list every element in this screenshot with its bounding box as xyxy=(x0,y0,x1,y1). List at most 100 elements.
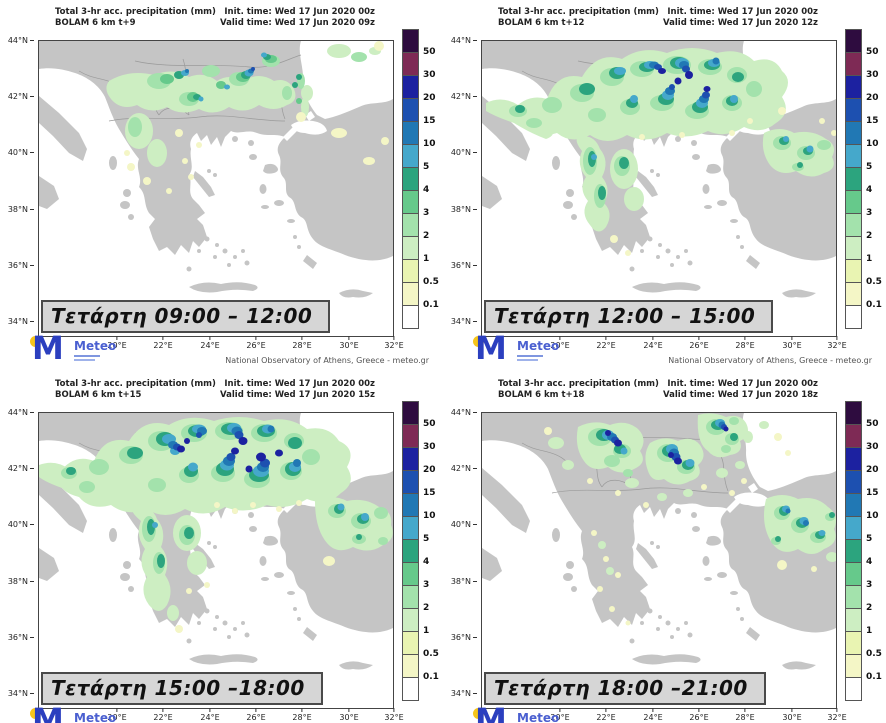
axis-tick-label: 24°E xyxy=(643,708,662,722)
map-canvas: Τετάρτη 15:00 –18:00 xyxy=(38,412,394,709)
colorbar-value-label: 0.5 xyxy=(423,277,439,287)
colorbar-value-label: 0.1 xyxy=(423,672,439,682)
model-run: BOLAM 6 km t+12 xyxy=(498,18,585,29)
axis-tick-label: 36°N xyxy=(451,633,477,642)
colorbar-block xyxy=(845,516,862,540)
colorbar-block xyxy=(845,562,862,586)
logo-sun-icon xyxy=(473,336,484,347)
precip-colorbar: 50 30 20 15 10 5 4 3 2 1 0.5 0.1 xyxy=(845,401,886,701)
meteo-logo: M Meteo xyxy=(471,329,581,374)
time-range-label: Τετάρτη 18:00 –21:00 xyxy=(484,672,766,705)
colorbar-value-label: 4 xyxy=(866,185,873,195)
colorbar-block xyxy=(402,470,419,494)
product-title: Total 3-hr acc. precipitation (mm) xyxy=(498,7,659,17)
latitude-axis: 44°N 42°N 40°N 38°N 36°N 34°N xyxy=(0,408,34,698)
axis-tick-label: 22°E xyxy=(153,708,172,722)
colorbar-value-label: 15 xyxy=(866,488,879,498)
colorbar-block xyxy=(845,677,862,701)
colorbar-value-label: 50 xyxy=(866,419,879,429)
colorbar-block xyxy=(845,608,862,632)
colorbar-block xyxy=(845,236,862,260)
model-run: BOLAM 6 km t+15 xyxy=(55,390,142,401)
colorbar-value-label: 15 xyxy=(423,488,436,498)
model-run: BOLAM 6 km t+18 xyxy=(498,390,585,401)
colorbar-value-label: 1 xyxy=(866,254,873,264)
colorbar-value-label: 4 xyxy=(423,185,430,195)
colorbar-value-label: 10 xyxy=(866,511,879,521)
colorbar-block xyxy=(402,98,419,122)
colorbar-block xyxy=(402,190,419,214)
axis-tick-label: 38°N xyxy=(8,205,34,214)
colorbar-value-label: 3 xyxy=(423,580,430,590)
colorbar-block xyxy=(845,259,862,283)
colorbar-block xyxy=(402,493,419,517)
axis-tick-label: 20°E xyxy=(107,708,126,722)
logo-m-glyph: M xyxy=(32,701,64,723)
axis-tick-label: 36°N xyxy=(8,261,34,270)
forecast-panel-t9: Total 3-hr acc. precipitation (mm) BOLAM… xyxy=(0,0,443,375)
axis-tick-label: 40°N xyxy=(451,520,477,529)
colorbar-block xyxy=(402,608,419,632)
precip-colorbar: 50 30 20 15 10 5 4 3 2 1 0.5 0.1 xyxy=(402,29,443,329)
valid-time: Valid time: Wed 17 Jun 2020 15z xyxy=(220,390,375,401)
colorbar-block xyxy=(845,282,862,306)
map-canvas: Τετάρτη 18:00 –21:00 xyxy=(481,412,837,709)
axis-tick-label: 32°E xyxy=(827,336,846,350)
colorbar-block xyxy=(402,677,419,701)
colorbar-block xyxy=(845,493,862,517)
axis-tick-label: 36°N xyxy=(451,261,477,270)
colorbar-value-label: 0.1 xyxy=(866,672,882,682)
colorbar-value-label: 30 xyxy=(423,442,436,452)
axis-tick-label: 24°E xyxy=(200,336,219,350)
axis-tick-label: 20°E xyxy=(550,708,569,722)
precip-field-t18 xyxy=(544,413,836,626)
axis-tick-label: 30°E xyxy=(782,336,801,350)
colorbar-value-label: 10 xyxy=(423,511,436,521)
logo-brand: Meteo xyxy=(517,711,560,723)
colorbar-value-label: 15 xyxy=(423,116,436,126)
colorbar-block xyxy=(402,631,419,655)
logo-sun-icon xyxy=(30,708,41,719)
axis-tick-label: 24°E xyxy=(200,708,219,722)
colorbar-block xyxy=(402,144,419,168)
colorbar-value-label: 0.5 xyxy=(866,649,882,659)
axis-tick-label: 42°N xyxy=(451,464,477,473)
axis-tick-label: 34°N xyxy=(8,689,34,698)
axis-tick-label: 28°E xyxy=(735,708,754,722)
axis-tick-label: 22°E xyxy=(596,708,615,722)
colorbar-value-label: 1 xyxy=(423,254,430,264)
valid-time: Valid time: Wed 17 Jun 2020 09z xyxy=(220,18,375,29)
logo-brand: Meteo xyxy=(517,339,560,353)
colorbar-value-label: 1 xyxy=(866,626,873,636)
axis-tick-label: 28°E xyxy=(735,336,754,350)
colorbar-block xyxy=(402,75,419,99)
colorbar-block xyxy=(845,52,862,76)
axis-tick-label: 42°N xyxy=(8,92,34,101)
colorbar-block xyxy=(845,29,862,53)
axis-tick-label: 44°N xyxy=(8,36,34,45)
axis-tick-label: 38°N xyxy=(451,205,477,214)
attribution: National Observatory of Athens, Greece -… xyxy=(668,356,872,365)
init-time: Init. time: Wed 17 Jun 2020 00z xyxy=(667,7,818,17)
axis-tick-label: 30°E xyxy=(339,708,358,722)
attribution: National Observatory of Athens, Greece -… xyxy=(225,356,429,365)
valid-time: Valid time: Wed 17 Jun 2020 18z xyxy=(663,390,818,401)
axis-tick-label: 26°E xyxy=(689,336,708,350)
colorbar-block xyxy=(845,190,862,214)
colorbar-value-label: 10 xyxy=(866,139,879,149)
colorbar-block xyxy=(845,167,862,191)
axis-tick-label: 28°E xyxy=(292,336,311,350)
colorbar-block xyxy=(402,447,419,471)
colorbar-value-label: 20 xyxy=(866,93,879,103)
axis-tick-label: 38°N xyxy=(451,577,477,586)
axis-tick-label: 36°N xyxy=(8,633,34,642)
logo-m-glyph: M xyxy=(475,701,507,723)
colorbar-block xyxy=(402,52,419,76)
colorbar-value-label: 5 xyxy=(423,534,430,544)
colorbar-block xyxy=(845,631,862,655)
colorbar-block xyxy=(845,585,862,609)
axis-tick-label: 32°E xyxy=(827,708,846,722)
colorbar-value-label: 3 xyxy=(423,208,430,218)
colorbar-value-label: 2 xyxy=(423,231,430,241)
